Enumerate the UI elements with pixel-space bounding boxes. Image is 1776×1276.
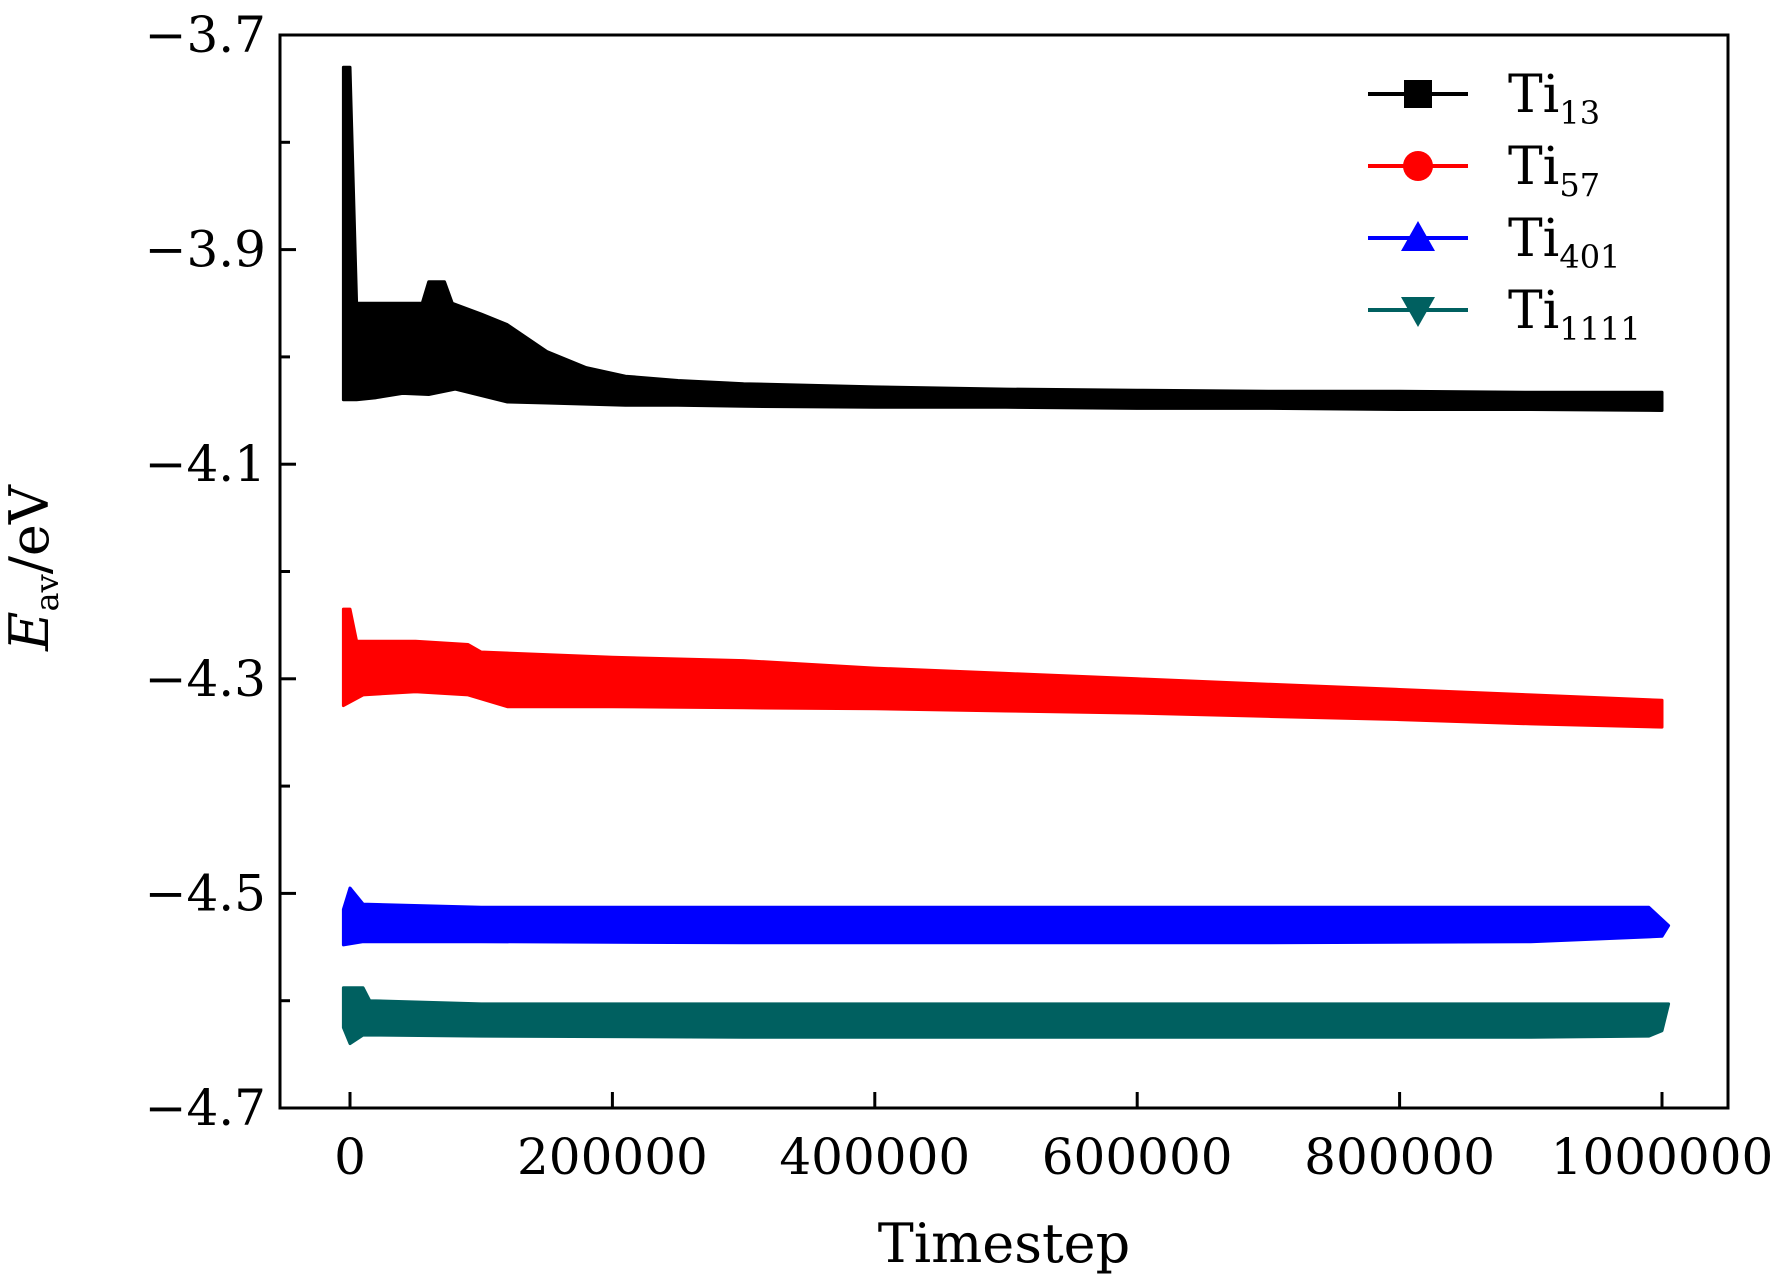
legend-marker-circle <box>1403 151 1433 181</box>
series-layer <box>341 65 1671 1046</box>
legend-label: Ti57 <box>1508 137 1600 204</box>
x-tick-label: 200000 <box>517 1128 708 1186</box>
y-tick-label: −4.7 <box>145 1079 266 1137</box>
series-band-57 <box>341 607 1664 729</box>
legend-label: Ti13 <box>1508 65 1600 132</box>
y-tick-label: −3.9 <box>145 221 266 279</box>
legend-marker-triangle-up <box>1401 221 1435 251</box>
legend-entry-13: Ti13 <box>1368 65 1600 132</box>
legend-entry-57: Ti57 <box>1368 137 1600 204</box>
x-axis-title: Timestep <box>878 1212 1130 1275</box>
legend-label: Ti401 <box>1508 209 1620 276</box>
y-tick-label: −4.3 <box>145 650 266 708</box>
legend-marker-triangle-down <box>1401 297 1435 327</box>
ticks-layer: 0 200000 400000 600000 800000 1000000 −3.7 −3.9… <box>145 6 1774 1186</box>
series-band-13 <box>341 65 1664 412</box>
legend-entry-401: Ti401 <box>1368 209 1620 276</box>
legend-entry-1111: Ti1111 <box>1368 281 1641 348</box>
x-tick-label: 1000000 <box>1551 1128 1774 1186</box>
y-tick-label: −4.1 <box>145 435 266 493</box>
y-tick-label: −4.5 <box>145 864 266 922</box>
x-tick-label: 600000 <box>1042 1128 1233 1186</box>
legend-marker-square <box>1404 80 1432 108</box>
x-tick-label: 800000 <box>1304 1128 1495 1186</box>
x-tick-label: 400000 <box>779 1128 970 1186</box>
x-tick-label: 0 <box>334 1128 366 1186</box>
y-tick-label: −3.7 <box>145 6 266 64</box>
y-axis-title: Eav/eV <box>0 484 66 652</box>
series-band-401 <box>341 886 1671 947</box>
series-band-1111 <box>341 986 1671 1046</box>
legend-label: Ti1111 <box>1508 281 1641 348</box>
